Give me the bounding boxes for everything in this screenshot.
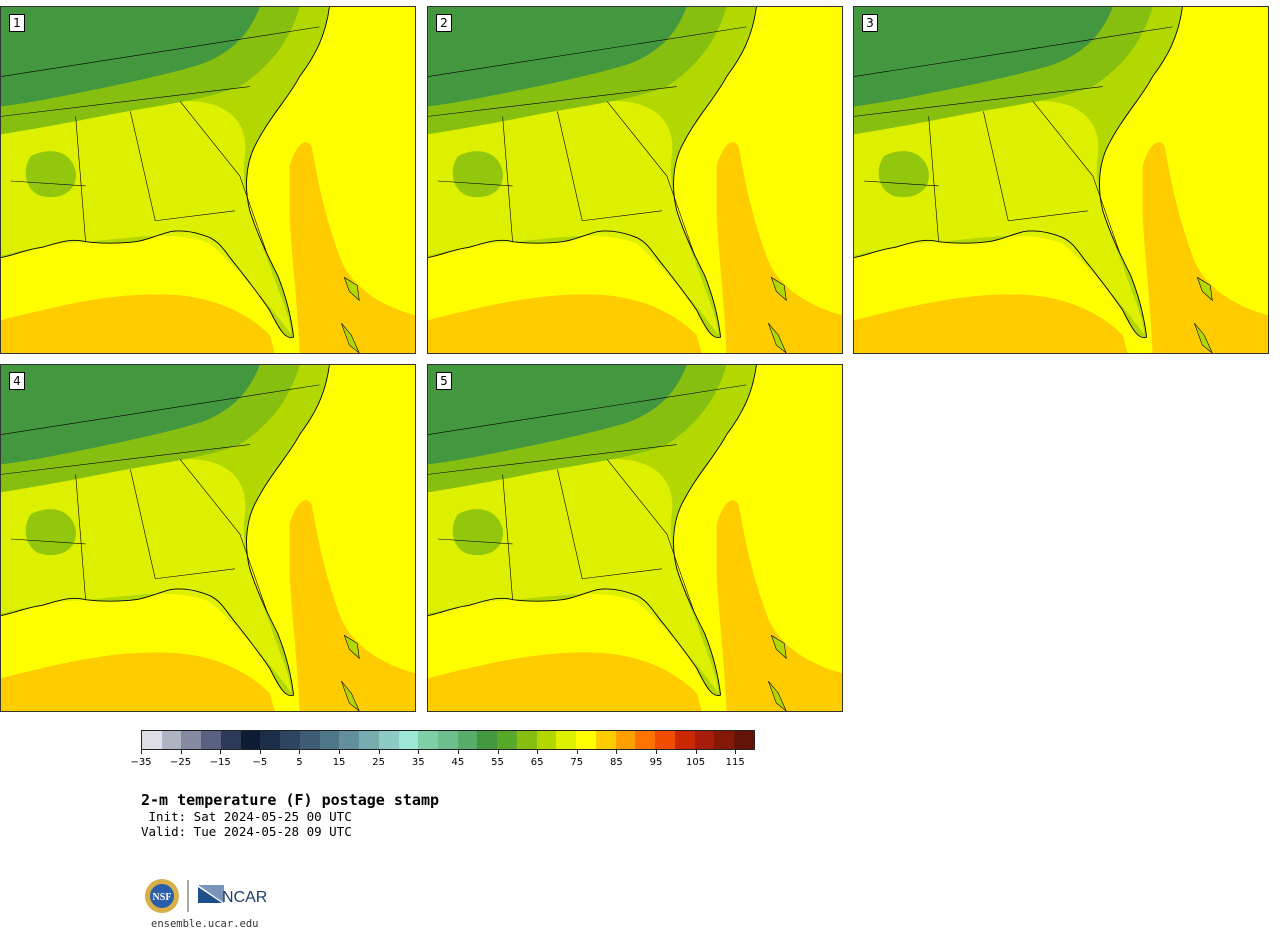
colorbar-tick-label: 65 [530, 757, 544, 768]
colorbar-segment [576, 731, 596, 749]
colorbar-tick-label: 5 [296, 757, 303, 768]
colorbar-tick-label: 15 [332, 757, 346, 768]
nsf-logo-icon: NSF [145, 879, 179, 913]
colorbar-tick-mark [378, 750, 380, 754]
temperature-map [1, 7, 415, 353]
colorbar-tick-mark [141, 750, 142, 754]
colorbar-segment [280, 731, 300, 749]
colorbar-segment [240, 731, 261, 749]
colorbar-tick-mark [735, 750, 737, 754]
panel-number: 3 [862, 14, 878, 32]
plot-title: 2-m temperature (F) postage stamp [141, 791, 440, 809]
ensemble-member-panel-5: 5 [427, 364, 843, 712]
nsf-ncar-logos: NSF NCAR [144, 877, 274, 915]
temperature-map [428, 7, 842, 353]
colorbar-tick-label: 95 [649, 757, 663, 768]
colorbar-segment [595, 731, 616, 749]
ensemble-member-panel-2: 2 [427, 6, 843, 354]
colorbar-segment [556, 731, 577, 749]
colorbar-segment [734, 731, 754, 749]
colorbar-tick-mark [259, 750, 261, 754]
colorbar-tick-mark [655, 750, 657, 754]
colorbar-tick-label: −5 [252, 757, 268, 768]
colorbar-segment [378, 731, 399, 749]
colorbar-tick-mark [418, 750, 420, 754]
colorbar-tick-mark [457, 750, 459, 754]
temperature-map [428, 365, 842, 711]
colorbar-tick-label: 55 [491, 757, 504, 768]
colorbar-tick-label: 75 [570, 757, 584, 768]
panel-number: 2 [436, 14, 452, 32]
ncar-logo-text: NCAR [222, 889, 267, 906]
colorbar-tick-label: −15 [209, 757, 231, 768]
panel-number: 4 [9, 372, 25, 390]
ensemble-member-panel-3: 3 [853, 6, 1269, 354]
colorbar-tick-label: 105 [686, 757, 706, 768]
colorbar-segment [516, 731, 537, 749]
website-url: ensemble.ucar.edu [151, 918, 259, 930]
colorbar-segment [615, 731, 636, 749]
colorbar-tick-label: 45 [451, 757, 465, 768]
colorbar-segment [319, 731, 340, 749]
colorbar-segment [635, 731, 656, 749]
colorbar-tick-mark [339, 750, 341, 754]
colorbar-tick-label: 85 [609, 757, 623, 768]
colorbar-segment [497, 731, 517, 749]
colorbar-tick-label: −25 [170, 757, 192, 768]
panel-number: 1 [9, 14, 25, 32]
nsf-logo-text: NSF [153, 892, 172, 903]
colorbar-tick-mark [180, 750, 182, 754]
colorbar-segment [438, 731, 458, 749]
colorbar-segment [181, 731, 202, 749]
colorbar-tick-mark [537, 750, 539, 754]
colorbar-segment [220, 731, 241, 749]
ensemble-member-panel-1: 1 [0, 6, 416, 354]
colorbar-segment [299, 731, 320, 749]
ensemble-member-panel-4: 4 [0, 364, 416, 712]
colorbar-tick-label: 35 [411, 757, 425, 768]
colorbar-segment [398, 731, 419, 749]
colorbar-tick-label: 25 [372, 757, 386, 768]
colorbar-ticks: −35 −25 −15 −5 5 15 25 35 45 55 65 75 85 95 105 115 [130, 750, 755, 770]
colorbar-tick-mark [576, 750, 578, 754]
colorbar-segment [457, 731, 478, 749]
colorbar-tick-label: −35 [130, 757, 152, 768]
colorbar-tick-mark [616, 750, 618, 754]
colorbar-segment [142, 731, 162, 749]
colorbar-segment [536, 731, 557, 749]
colorbar-segment [694, 731, 715, 749]
colorbar-segment [260, 731, 281, 749]
colorbar-segment [674, 731, 695, 749]
colorbar-segment [359, 731, 379, 749]
colorbar-segment [201, 731, 221, 749]
colorbar-tick-mark [695, 750, 697, 754]
colorbar-segment [418, 731, 439, 749]
colorbar-tick-mark [497, 750, 499, 754]
ncar-logo-icon: NCAR [198, 885, 267, 906]
init-time: Init: Sat 2024-05-25 00 UTC [141, 809, 352, 824]
colorbar-tick-mark [299, 750, 301, 754]
colorbar-segment [161, 731, 182, 749]
colorbar-segment [339, 731, 360, 749]
colorbar-tick-label: 115 [725, 757, 745, 768]
temperature-colorbar [141, 730, 755, 750]
colorbar-segment [714, 731, 735, 749]
panel-number: 5 [436, 372, 452, 390]
temperature-map [854, 7, 1268, 353]
colorbar-segment [655, 731, 675, 749]
temperature-map [1, 365, 415, 711]
valid-time: Valid: Tue 2024-05-28 09 UTC [141, 824, 352, 839]
colorbar-segment [477, 731, 498, 749]
colorbar-tick-mark [220, 750, 222, 754]
